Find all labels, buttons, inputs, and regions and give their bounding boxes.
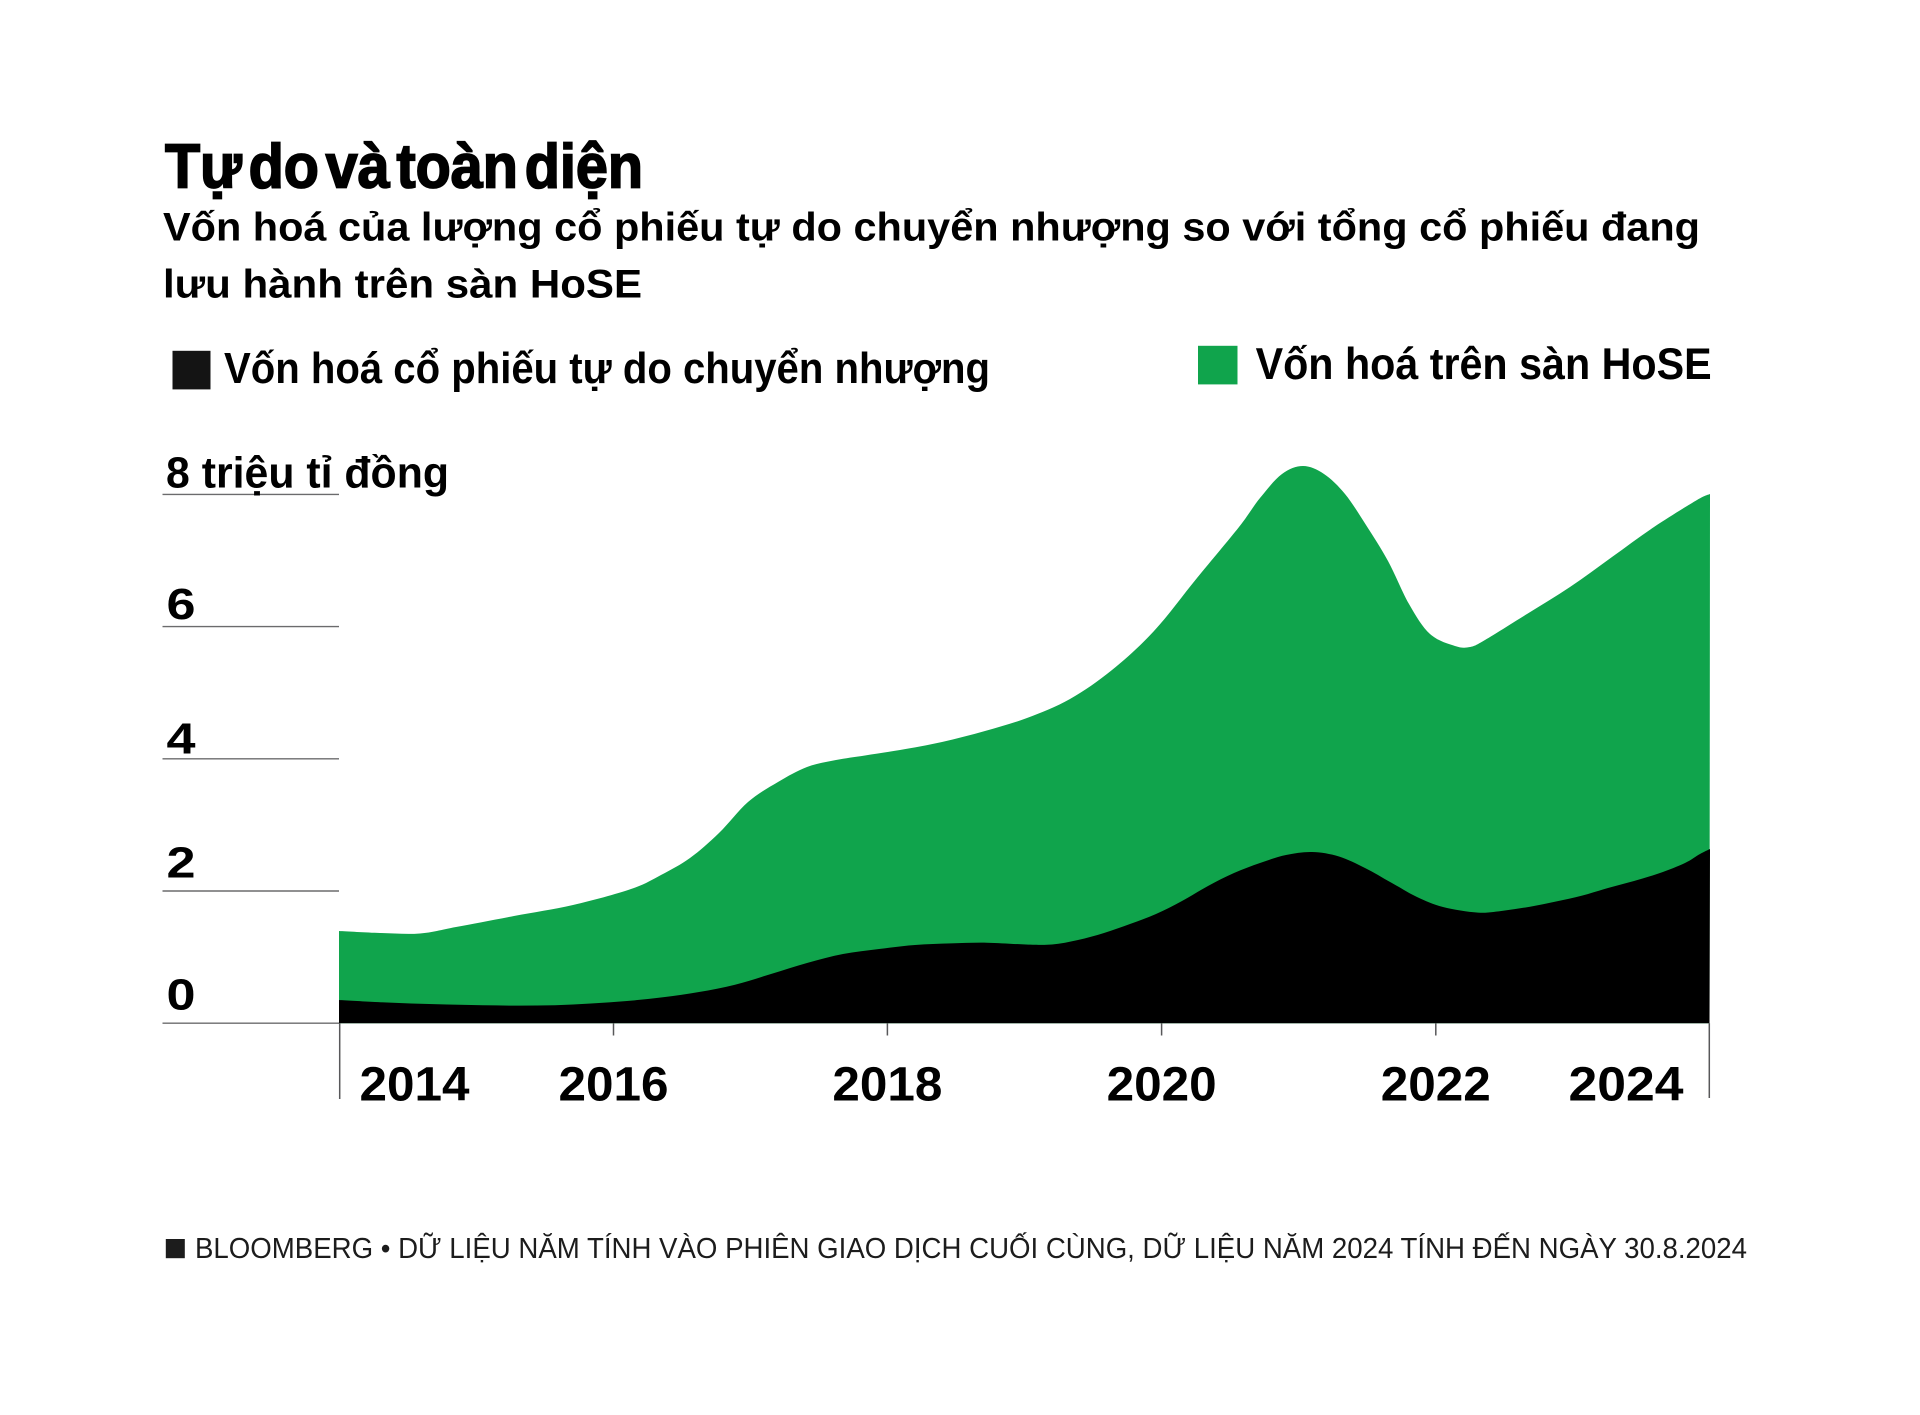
svg-text:2024: 2024	[1569, 1057, 1684, 1111]
svg-text:2022: 2022	[1381, 1057, 1491, 1111]
svg-text:0: 0	[167, 972, 196, 1020]
svg-text:6: 6	[167, 581, 196, 629]
svg-text:2014: 2014	[360, 1057, 470, 1111]
svg-text:Vốn hoá cổ phiếu tự do chuyển: Vốn hoá cổ phiếu tự do chuyển nhượng	[224, 345, 990, 393]
svg-text:Tự do và toàn diện: Tự do và toàn diện	[165, 132, 643, 202]
svg-text:2018: 2018	[832, 1057, 942, 1111]
svg-text:BLOOMBERG • DỮ LIỆU NĂM TÍNH V: BLOOMBERG • DỮ LIỆU NĂM TÍNH VÀO PHIÊN G…	[195, 1231, 1747, 1265]
svg-text:Vốn hoá của lượng cổ phiếu tự: Vốn hoá của lượng cổ phiếu tự do chuyển …	[163, 204, 1700, 249]
svg-text:4: 4	[167, 716, 196, 764]
svg-text:Vốn hoá trên sàn HoSE: Vốn hoá trên sàn HoSE	[1256, 340, 1712, 389]
svg-text:2: 2	[167, 839, 196, 887]
svg-text:lưu hành trên sàn HoSE: lưu hành trên sàn HoSE	[163, 262, 642, 307]
svg-text:2016: 2016	[559, 1057, 669, 1111]
svg-text:8 triệu tỉ đồng: 8 triệu tỉ đồng	[166, 449, 449, 497]
svg-text:2020: 2020	[1107, 1057, 1217, 1111]
